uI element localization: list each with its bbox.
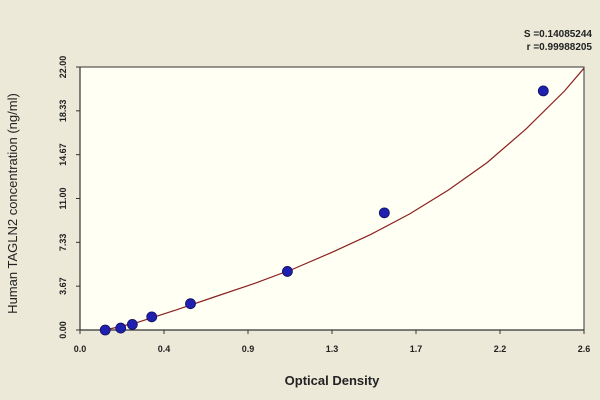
x-tick-label: 0.4 bbox=[158, 344, 171, 354]
plot-area bbox=[79, 66, 585, 331]
x-tick-label: 0.9 bbox=[242, 344, 255, 354]
data-point bbox=[537, 85, 549, 97]
x-tick-label: 0.0 bbox=[74, 344, 87, 354]
data-points bbox=[99, 85, 549, 336]
data-point bbox=[185, 298, 196, 310]
data-point bbox=[378, 207, 390, 219]
stat-s: S =0.14085244 bbox=[524, 29, 593, 40]
y-tick-label: 14.67 bbox=[58, 143, 68, 166]
x-tick-label: 2.2 bbox=[494, 344, 507, 354]
data-point bbox=[282, 266, 293, 277]
y-axis-title: Human TAGLN2 concentration (ng/ml) bbox=[5, 93, 20, 314]
y-ticks: 0.00 3.67 7.33 11.00 14.67 18.33 22.00 bbox=[58, 56, 80, 339]
data-point bbox=[115, 322, 127, 334]
data-point bbox=[126, 318, 138, 330]
data-point bbox=[146, 311, 158, 323]
x-axis-title: Optical Density bbox=[285, 373, 380, 388]
y-tick-label: 0.00 bbox=[58, 321, 68, 339]
data-point bbox=[99, 324, 111, 336]
y-tick-label: 7.33 bbox=[58, 234, 68, 252]
fit-curve bbox=[105, 67, 585, 331]
x-tick-label: 2.6 bbox=[578, 344, 591, 354]
y-tick-label: 3.67 bbox=[58, 277, 68, 295]
x-tick-label: 1.7 bbox=[410, 344, 423, 354]
y-tick-label: 18.33 bbox=[58, 100, 68, 123]
stat-r: r =0.99988205 bbox=[527, 42, 593, 53]
x-ticks: 0.0 0.4 0.9 1.3 1.7 2.2 2.6 bbox=[74, 330, 591, 354]
x-tick-label: 1.3 bbox=[326, 344, 339, 354]
y-tick-label: 22.00 bbox=[58, 56, 68, 79]
y-tick-label: 11.00 bbox=[58, 187, 68, 209]
